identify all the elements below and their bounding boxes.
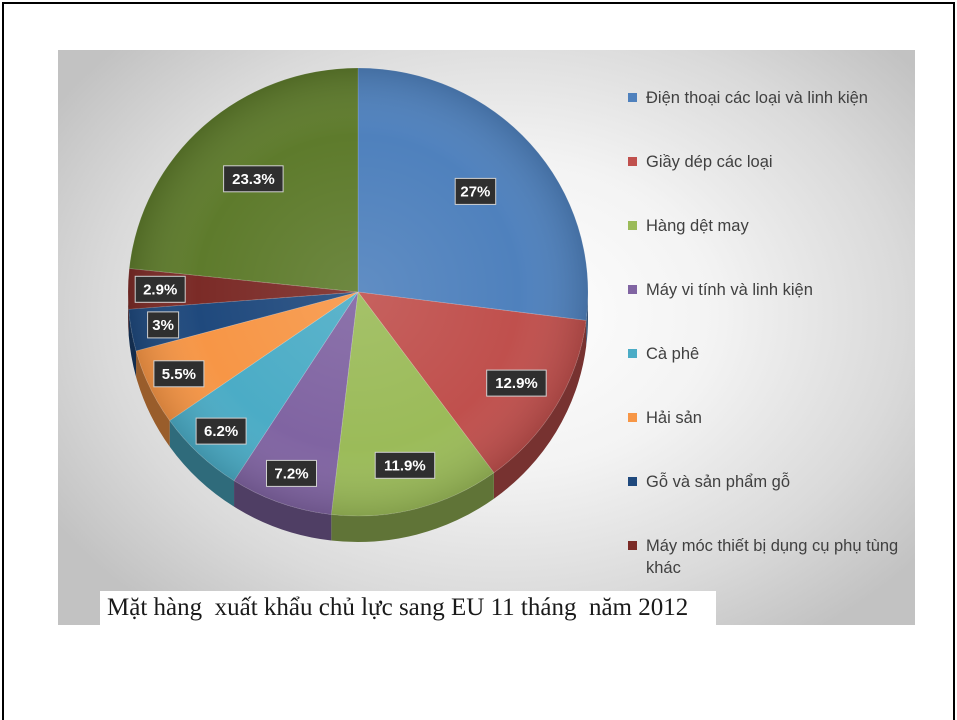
data-label-text: 2.9%: [143, 281, 177, 298]
pie-data-labels: 27% 12.9% 11.9% 7.2% 6.2% 5.5% 3% 2.9% 23.3%: [134, 165, 547, 487]
data-label-text: 27%: [460, 183, 490, 200]
data-label-text: 6.2%: [204, 423, 238, 440]
chart-legend: Điện thoại các loại và linh kiện Giầy dé…: [628, 87, 918, 621]
legend-item: Điện thoại các loại và linh kiện: [628, 87, 918, 109]
data-label-9: 23.3%: [223, 165, 284, 193]
legend-label: Máy vi tính và linh kiện: [646, 281, 813, 299]
data-label-1: 27%: [454, 177, 497, 205]
data-label-text: 5.5%: [162, 366, 196, 383]
data-label-8: 2.9%: [134, 275, 186, 303]
data-label-box: [454, 177, 497, 205]
data-label-text: 3%: [152, 317, 174, 334]
legend-label: Hải sản: [646, 409, 702, 427]
chart-title: Mặt hàng xuất khẩu chủ lực sang EU 11 th…: [100, 591, 716, 625]
data-label-text: 7.2%: [274, 465, 308, 482]
legend-swatch: [628, 541, 637, 550]
legend-swatch: [628, 285, 637, 294]
data-label-3: 11.9%: [374, 451, 436, 479]
legend-swatch: [628, 221, 637, 230]
data-label-box: [195, 417, 247, 445]
data-label-text: 12.9%: [495, 375, 538, 392]
legend-label: Hàng dệt may: [646, 217, 749, 235]
legend-swatch: [628, 477, 637, 486]
data-label-box: [223, 165, 284, 193]
legend-label: Điện thoại các loại và linh kiện: [646, 89, 868, 107]
legend-item: Máy vi tính và linh kiện: [628, 279, 918, 301]
data-label-5: 6.2%: [195, 417, 247, 445]
legend-label: Gỗ và sản phẩm gỗ: [646, 473, 791, 491]
data-label-box: [147, 311, 180, 339]
legend-label: Máy móc thiết bị dụng cụ phụ tùng khác: [646, 537, 899, 577]
pie-faces: [127, 67, 589, 517]
legend-item: Hải sản: [628, 407, 918, 429]
data-label-box: [134, 275, 186, 303]
legend-item: Máy móc thiết bị dụng cụ phụ tùng khác: [628, 535, 918, 579]
data-label-box: [153, 360, 205, 388]
legend-item: Gỗ và sản phẩm gỗ: [628, 471, 918, 493]
legend-label: Cà phê: [646, 345, 700, 363]
data-label-6: 5.5%: [153, 360, 205, 388]
legend-swatch: [628, 157, 637, 166]
legend-item: Cà phê: [628, 343, 918, 365]
legend-item: Giầy dép các loại: [628, 151, 918, 173]
data-label-4: 7.2%: [266, 459, 317, 487]
pie-slice-side-3: [331, 472, 494, 543]
data-label-text: 11.9%: [384, 457, 426, 474]
data-label-7: 3%: [147, 311, 180, 339]
legend-item: Hàng dệt may: [628, 215, 918, 237]
legend-swatch: [628, 93, 637, 102]
data-label-box: [266, 459, 317, 487]
legend-label: Giầy dép các loại: [646, 153, 773, 171]
legend-swatch: [628, 413, 637, 422]
legend-swatch: [628, 349, 637, 358]
data-label-2: 12.9%: [486, 369, 547, 397]
data-label-box: [374, 451, 436, 479]
data-label-box: [486, 369, 547, 397]
data-label-text: 23.3%: [232, 171, 275, 188]
